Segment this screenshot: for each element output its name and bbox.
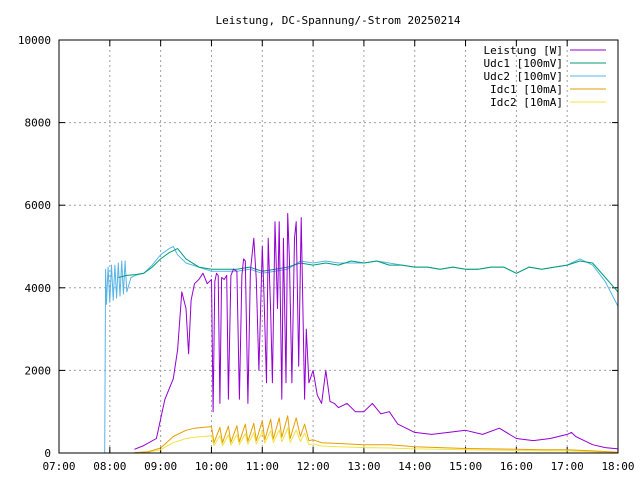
x-tick-label: 14:00 bbox=[398, 460, 431, 473]
x-tick-label: 07:00 bbox=[42, 460, 75, 473]
legend-label: Leistung [W] bbox=[484, 44, 563, 57]
x-tick-label: 08:00 bbox=[93, 460, 126, 473]
y-tick-label: 0 bbox=[44, 447, 51, 460]
x-tick-label: 09:00 bbox=[144, 460, 177, 473]
x-tick-label: 17:00 bbox=[551, 460, 584, 473]
x-tick-label: 18:00 bbox=[601, 460, 634, 473]
series-line-idc1-10ma bbox=[134, 415, 619, 454]
legend-label: Udc2 [100mV] bbox=[484, 70, 563, 83]
x-tick-label: 12:00 bbox=[297, 460, 330, 473]
y-tick-label: 6000 bbox=[25, 199, 52, 212]
series-line-leistung-w bbox=[134, 213, 619, 450]
legend-label: Idc1 [10mA] bbox=[490, 83, 563, 96]
legend: Leistung [W]Udc1 [100mV]Udc2 [100mV]Idc1… bbox=[484, 44, 606, 109]
series-line-udc2-100mv bbox=[104, 246, 619, 454]
y-tick-label: 8000 bbox=[25, 117, 52, 130]
y-tick-label: 4000 bbox=[25, 282, 52, 295]
legend-label: Idc2 [10mA] bbox=[490, 96, 563, 109]
axes: 07:00 08:00 09:00 10:00 11:00 12:00 13:00 14:00… bbox=[18, 34, 635, 473]
series-line-idc2-10ma bbox=[134, 427, 619, 454]
x-tick-label: 13:00 bbox=[347, 460, 380, 473]
y-tick-label: 10000 bbox=[18, 34, 51, 47]
x-tick-label: 15:00 bbox=[449, 460, 482, 473]
y-tick-label: 2000 bbox=[25, 364, 52, 377]
x-tick-label: 11:00 bbox=[246, 460, 279, 473]
chart-title: Leistung, DC-Spannung/-Strom 20250214 bbox=[215, 14, 460, 27]
x-tick-label: 16:00 bbox=[500, 460, 533, 473]
series-line-udc1-100mv bbox=[118, 248, 619, 293]
x-tick-label: 10:00 bbox=[195, 460, 228, 473]
plot-series bbox=[104, 213, 619, 454]
legend-label: Udc1 [100mV] bbox=[484, 57, 563, 70]
plot-frame bbox=[58, 39, 619, 454]
